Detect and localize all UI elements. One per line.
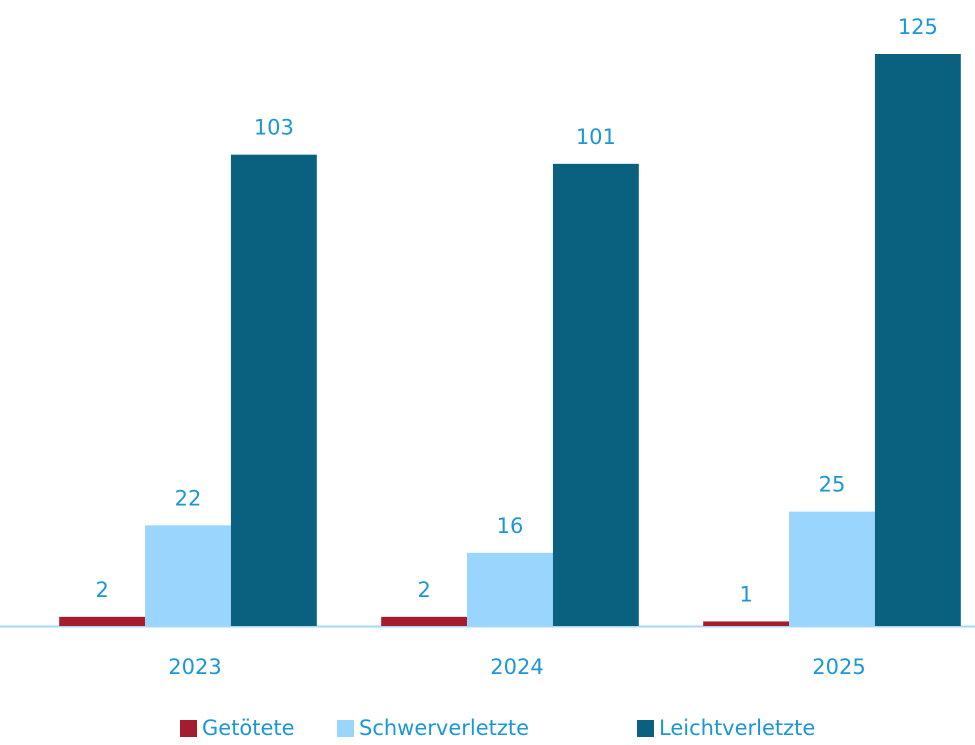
bar [381,616,468,626]
data-label: 16 [497,514,524,538]
bar [552,163,639,626]
x-tick-label: 2025 [812,655,865,679]
bar [59,616,146,626]
legend-swatch [180,720,197,737]
x-tick-label: 2023 [168,655,221,679]
data-label: 125 [898,15,938,39]
legend-label: Leichtverletzte [659,716,815,740]
legend-label: Getötete [202,716,295,740]
bar [789,511,875,626]
legend-swatch [637,720,654,737]
x-tick-label: 2024 [490,655,543,679]
legend-label: Schwerverletzte [359,716,529,740]
bar [467,552,553,626]
data-label: 103 [254,116,294,140]
legend-swatch [337,720,354,737]
bar [230,154,317,626]
bar [145,525,231,626]
bar [874,54,961,626]
data-label: 1 [739,582,752,606]
data-label: 25 [819,473,846,497]
bar [703,621,790,626]
data-label: 2 [95,578,108,602]
data-label: 22 [175,486,202,510]
data-label: 101 [576,125,616,149]
data-label: 2 [417,578,430,602]
